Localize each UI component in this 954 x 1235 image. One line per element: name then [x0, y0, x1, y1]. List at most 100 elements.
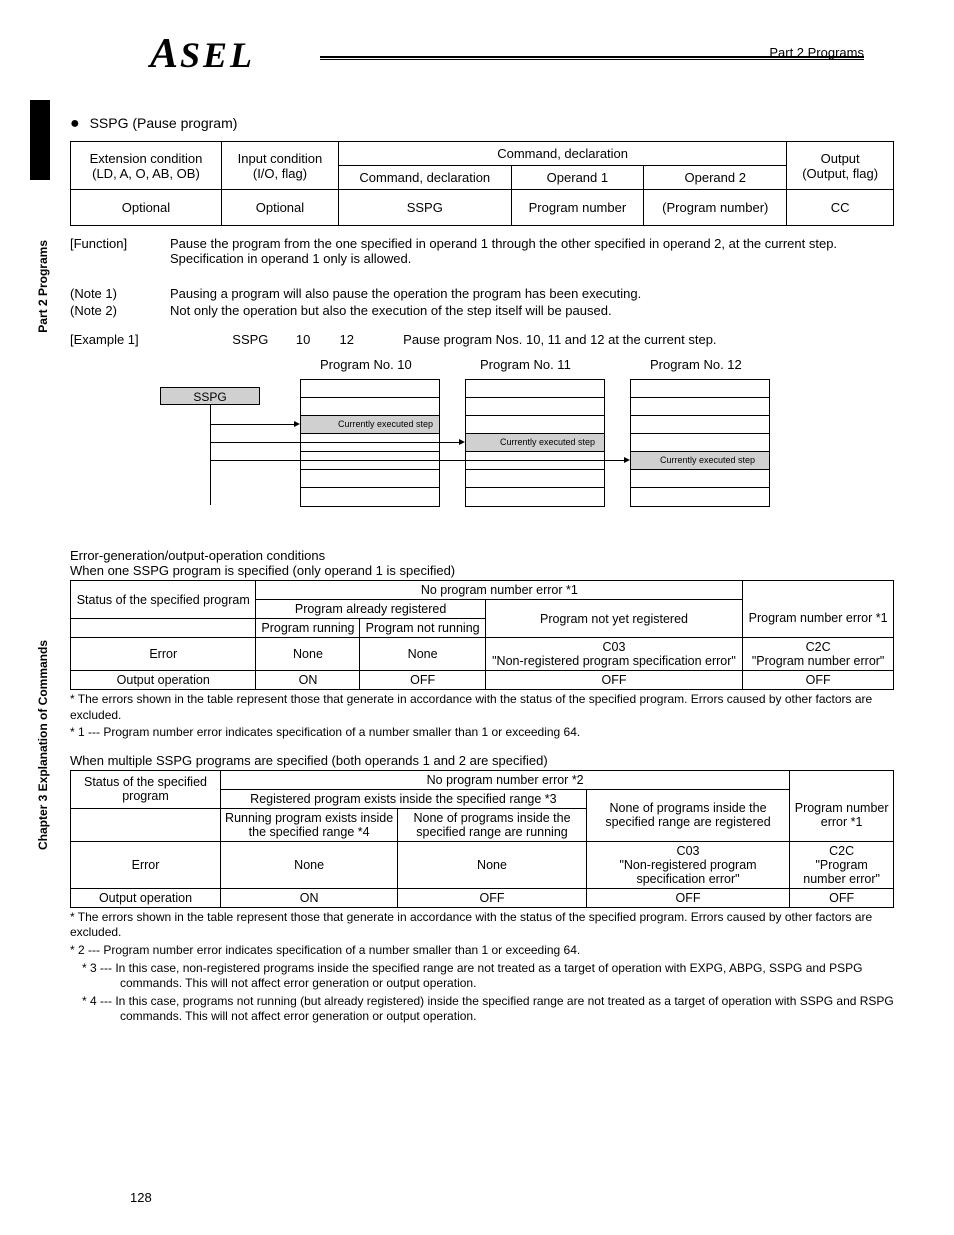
t2-err-c4: C2C"Program number error" — [790, 841, 894, 888]
t2-nonerunning: None of programs inside the specified ra… — [398, 808, 587, 841]
error-table-single: Status of the specified program No progr… — [70, 580, 894, 690]
t2-nonereg: None of programs inside the specified ra… — [586, 789, 790, 841]
t1-outop-label: Output operation — [71, 671, 256, 690]
prog11-label: Program No. 11 — [480, 357, 571, 372]
val-op2: (Program number) — [644, 190, 787, 226]
note1-text: Pausing a program will also pause the op… — [170, 286, 894, 301]
header-op1: Operand 1 — [511, 166, 644, 190]
prog10-label: Program No. 10 — [320, 357, 412, 372]
page-number: 128 — [130, 1190, 152, 1205]
t1-blank — [71, 619, 256, 638]
sspg-box: SSPG — [160, 387, 260, 405]
header-op2: Operand 2 — [644, 166, 787, 190]
arrowhead-3 — [624, 457, 630, 463]
note2-label: (Note 2) — [70, 303, 170, 318]
footnote-1: * The errors shown in the table represen… — [70, 692, 894, 723]
title-text: SSPG (Pause program) — [90, 115, 238, 131]
header-cmd: Command, declaration — [339, 166, 512, 190]
section1-subtitle: When one SSPG program is specified (only… — [70, 563, 894, 578]
ces-label-1: Currently executed step — [338, 419, 433, 429]
t2-blank — [71, 808, 221, 841]
command-table: Extension condition(LD, A, O, AB, OB) In… — [70, 141, 894, 226]
t1-out-c4: OFF — [743, 671, 894, 690]
error-table-multi: Status of the specified program No progr… — [70, 770, 894, 908]
arrow-v — [210, 405, 211, 505]
t2-out-c1: ON — [221, 888, 398, 907]
example-line: [Example 1] SSPG 10 12 Pause program Nos… — [70, 332, 894, 347]
arrowhead-1 — [294, 421, 300, 427]
t1-err-c2: None — [360, 638, 485, 671]
arrow-1 — [210, 424, 294, 425]
arrow-2 — [210, 442, 459, 443]
t1-spacer — [743, 581, 894, 600]
t1-err-c4: C2C"Program number error" — [743, 638, 894, 671]
example-cmd: SSPG — [232, 332, 292, 347]
logo: A SEL — [150, 30, 255, 78]
t2-error-label: Error — [71, 841, 221, 888]
header-input-cond: Input condition(I/O, flag) — [221, 142, 338, 190]
t1-already: Program already registered — [256, 600, 485, 619]
val-ext: Optional — [71, 190, 222, 226]
prog12-label: Program No. 12 — [650, 357, 742, 372]
note2-text: Not only the operation but also the exec… — [170, 303, 894, 318]
val-op1: Program number — [511, 190, 644, 226]
t1-out-c3: OFF — [485, 671, 742, 690]
t2-running: Running program exists inside the specif… — [221, 808, 398, 841]
t2-err-c3: C03"Non-registered program specification… — [586, 841, 790, 888]
t2-outop-label: Output operation — [71, 888, 221, 907]
arrow-3 — [210, 460, 624, 461]
prog12-steps — [630, 379, 770, 507]
ces-label-2: Currently executed step — [500, 437, 595, 447]
val-in: Optional — [221, 190, 338, 226]
example-label: [Example 1] — [70, 332, 139, 347]
footnote-2a: * The errors shown in the table represen… — [70, 910, 894, 941]
example-desc: Pause program Nos. 10, 11 and 12 at the … — [403, 332, 716, 347]
side-label-part: Part 2 Programs — [36, 240, 50, 333]
logo-sel: SEL — [180, 34, 255, 76]
note1-label: (Note 1) — [70, 286, 170, 301]
header-output: Output(Output, flag) — [787, 142, 894, 190]
note-2: (Note 2) Not only the operation but also… — [70, 303, 894, 318]
t2-out-c4: OFF — [790, 888, 894, 907]
t1-err-c1: None — [256, 638, 360, 671]
footnote-2d: * 4 --- In this case, programs not runni… — [70, 994, 894, 1025]
command-title: ● SSPG (Pause program) — [70, 115, 894, 133]
footnote-2c: * 3 --- In this case, non-registered pro… — [70, 961, 894, 992]
section1-title: Error-generation/output-operation condit… — [70, 548, 894, 563]
logo-a: A — [150, 30, 178, 78]
t2-spacer — [790, 770, 894, 789]
t1-noerr: No program number error *1 — [256, 581, 743, 600]
arrowhead-2 — [459, 439, 465, 445]
function-block: [Function] Pause the program from the on… — [70, 236, 894, 266]
t1-err-c3: C03"Non-registered program specification… — [485, 638, 742, 671]
footnote-1b: * 1 --- Program number error indicates s… — [70, 725, 894, 741]
side-tab-marker — [30, 100, 50, 180]
bullet-icon: ● — [70, 115, 80, 132]
step-diagram: Program No. 10 Program No. 11 Program No… — [160, 357, 894, 532]
t2-err-c2: None — [398, 841, 587, 888]
example-op2: 12 — [340, 332, 380, 347]
function-label: [Function] — [70, 236, 170, 266]
side-label-chapter: Chapter 3 Explanation of Commands — [36, 640, 50, 850]
function-text: Pause the program from the one specified… — [170, 236, 894, 266]
t1-out-c2: OFF — [360, 671, 485, 690]
val-out: CC — [787, 190, 894, 226]
header-part-label: Part 2 Programs — [769, 45, 864, 60]
t2-regexists: Registered program exists inside the spe… — [221, 789, 587, 808]
section2-subtitle: When multiple SSPG programs are specifie… — [70, 753, 894, 768]
t2-pnumerr: Program number error *1 — [790, 789, 894, 841]
header-cmd-decl-group: Command, declaration — [339, 142, 787, 166]
val-cmd: SSPG — [339, 190, 512, 226]
t1-running: Program running — [256, 619, 360, 638]
t1-out-c1: ON — [256, 671, 360, 690]
ces-label-3: Currently executed step — [660, 455, 755, 465]
header-ext-cond: Extension condition(LD, A, O, AB, OB) — [71, 142, 222, 190]
t2-noerr: No program number error *2 — [221, 770, 790, 789]
t1-notrunning: Program not running — [360, 619, 485, 638]
t1-notyet: Program not yet registered — [485, 600, 742, 638]
footnote-2b: * 2 --- Program number error indicates s… — [70, 943, 894, 959]
t2-status: Status of the specified program — [71, 770, 221, 808]
example-op1: 10 — [296, 332, 336, 347]
t2-out-c3: OFF — [586, 888, 790, 907]
prog10-steps — [300, 379, 440, 507]
